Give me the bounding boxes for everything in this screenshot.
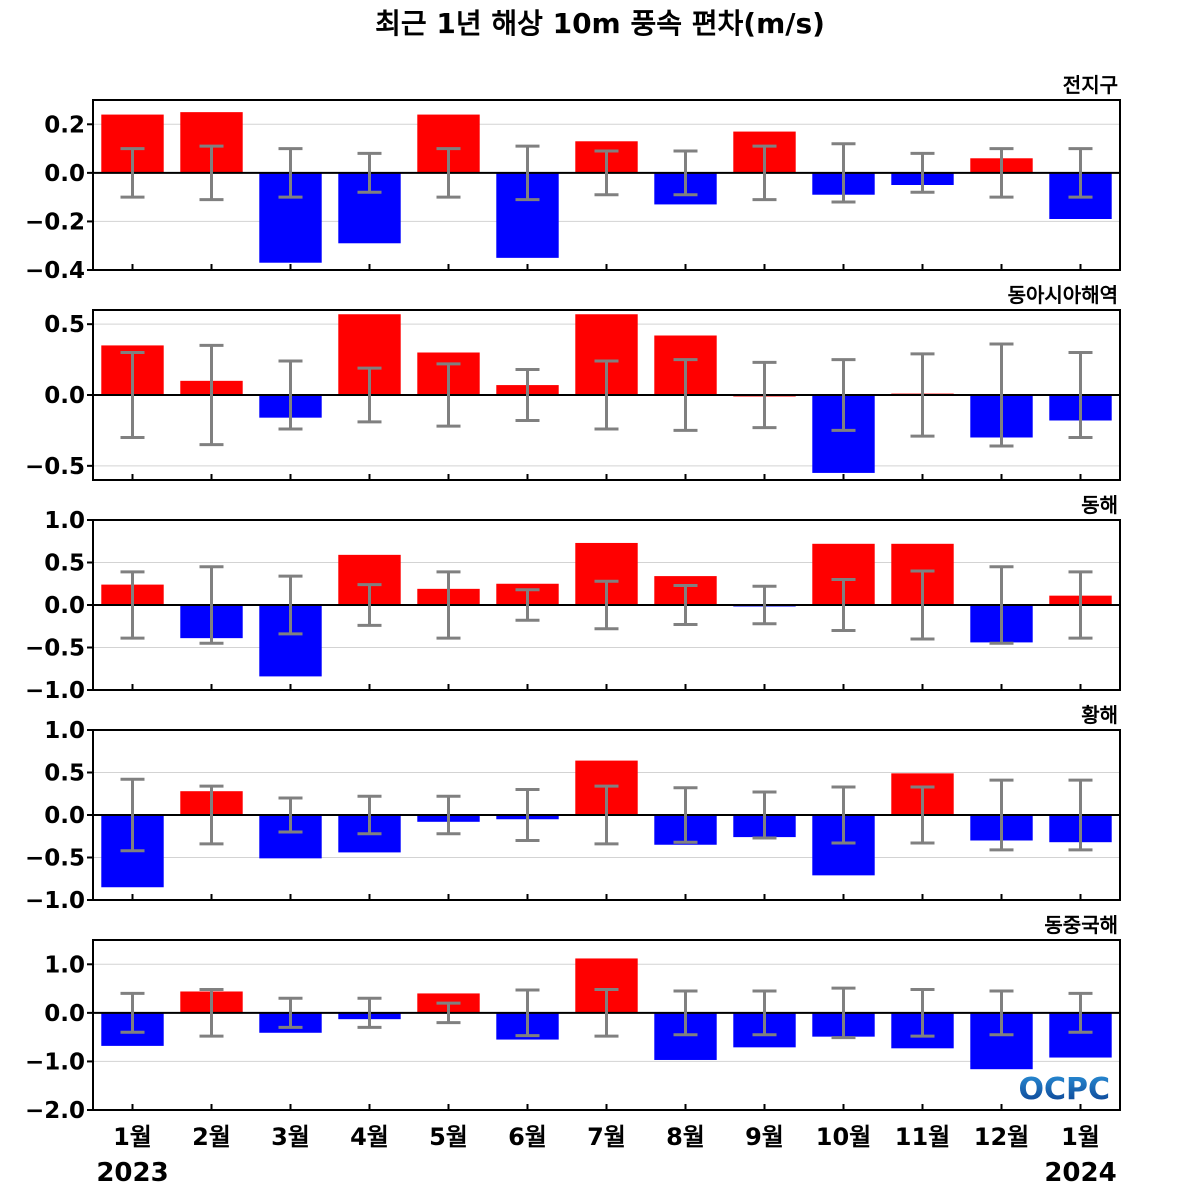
- panel-label: 동아시아해역: [1008, 283, 1118, 307]
- panel-label: 동중국해: [1044, 913, 1118, 937]
- x-tick-label: 8월: [666, 1123, 705, 1151]
- panel-label: 황해: [1081, 703, 1118, 727]
- y-tick-label: 0.0: [44, 1001, 85, 1027]
- y-tick-label: −0.5: [25, 636, 85, 662]
- y-tick-label: −1.0: [25, 888, 85, 914]
- y-tick-label: 1.0: [44, 718, 85, 744]
- y-tick-label: −0.4: [25, 258, 85, 284]
- ocpc-logo: OCPC: [1018, 1072, 1110, 1107]
- y-tick-label: 0.0: [44, 593, 85, 619]
- panel-label: 전지구: [1063, 73, 1118, 97]
- y-tick-label: 1.0: [44, 508, 85, 534]
- x-tick-label: 1월: [1061, 1123, 1100, 1151]
- y-tick-label: −0.2: [25, 209, 85, 235]
- x-tick-label: 2월: [192, 1123, 231, 1151]
- y-tick-label: −2.0: [25, 1098, 85, 1124]
- y-tick-label: −0.5: [25, 846, 85, 872]
- y-tick-label: −1.0: [25, 678, 85, 704]
- y-tick-label: 0.2: [44, 112, 85, 138]
- y-tick-label: 0.5: [44, 312, 85, 338]
- x-tick-label: 5월: [429, 1123, 468, 1151]
- y-tick-label: 0.0: [44, 383, 85, 409]
- chart-title: 최근 1년 해상 10m 풍속 편차(m/s): [375, 7, 825, 40]
- y-tick-label: 0.0: [44, 161, 85, 187]
- y-tick-label: 0.5: [44, 761, 85, 787]
- x-tick-label: 4월: [350, 1123, 389, 1151]
- x-tick-label: 3월: [271, 1123, 310, 1151]
- y-tick-label: 0.5: [44, 551, 85, 577]
- x-tick-label: 10월: [816, 1123, 871, 1151]
- year-label-start: 2023: [96, 1158, 168, 1188]
- y-tick-label: 0.0: [44, 803, 85, 829]
- x-tick-label: 6월: [508, 1123, 547, 1151]
- y-tick-label: −0.5: [25, 454, 85, 480]
- x-tick-label: 1월: [113, 1123, 152, 1151]
- y-tick-label: −1.0: [25, 1049, 85, 1075]
- y-tick-label: 1.0: [44, 952, 85, 978]
- x-tick-label: 7월: [587, 1123, 626, 1151]
- year-label-end: 2024: [1044, 1158, 1116, 1188]
- x-tick-label: 11월: [895, 1123, 950, 1151]
- x-tick-label: 12월: [974, 1123, 1029, 1151]
- panel-label: 동해: [1081, 493, 1118, 517]
- x-tick-label: 9월: [745, 1123, 784, 1151]
